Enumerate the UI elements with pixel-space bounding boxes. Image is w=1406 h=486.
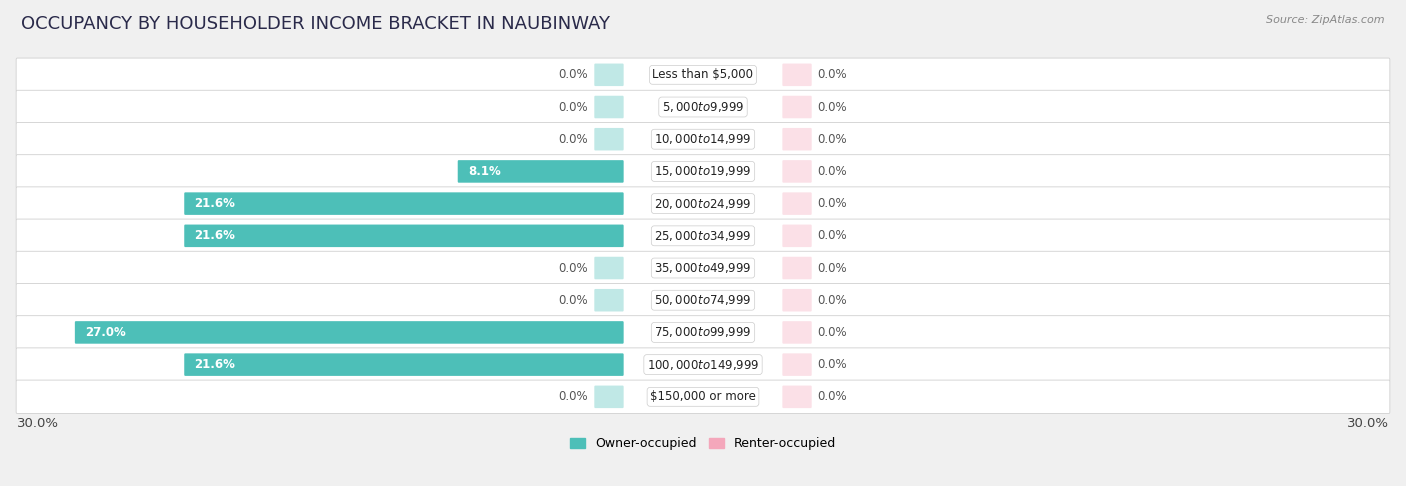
Text: $75,000 to $99,999: $75,000 to $99,999 [654,326,752,339]
Text: 0.0%: 0.0% [818,197,848,210]
FancyBboxPatch shape [595,128,624,151]
Text: 0.0%: 0.0% [818,101,848,114]
Text: $10,000 to $14,999: $10,000 to $14,999 [654,132,752,146]
FancyBboxPatch shape [782,64,811,86]
Text: 0.0%: 0.0% [818,261,848,275]
Text: 21.6%: 21.6% [194,229,235,243]
Text: 0.0%: 0.0% [818,69,848,81]
Text: OCCUPANCY BY HOUSEHOLDER INCOME BRACKET IN NAUBINWAY: OCCUPANCY BY HOUSEHOLDER INCOME BRACKET … [21,15,610,33]
FancyBboxPatch shape [15,122,1391,156]
FancyBboxPatch shape [15,219,1391,253]
FancyBboxPatch shape [595,257,624,279]
FancyBboxPatch shape [184,225,624,247]
FancyBboxPatch shape [15,283,1391,317]
FancyBboxPatch shape [15,380,1391,414]
FancyBboxPatch shape [782,96,811,118]
Text: $15,000 to $19,999: $15,000 to $19,999 [654,164,752,178]
Text: $150,000 or more: $150,000 or more [650,390,756,403]
FancyBboxPatch shape [782,289,811,312]
FancyBboxPatch shape [595,289,624,312]
Text: Less than $5,000: Less than $5,000 [652,69,754,81]
Text: $25,000 to $34,999: $25,000 to $34,999 [654,229,752,243]
FancyBboxPatch shape [15,90,1391,124]
FancyBboxPatch shape [782,353,811,376]
Text: 21.6%: 21.6% [194,358,235,371]
Text: $35,000 to $49,999: $35,000 to $49,999 [654,261,752,275]
Text: 30.0%: 30.0% [1347,417,1389,430]
Text: 8.1%: 8.1% [468,165,501,178]
FancyBboxPatch shape [782,225,811,247]
Text: $5,000 to $9,999: $5,000 to $9,999 [662,100,744,114]
FancyBboxPatch shape [15,187,1391,220]
Text: 0.0%: 0.0% [818,326,848,339]
Text: 30.0%: 30.0% [17,417,59,430]
FancyBboxPatch shape [15,251,1391,285]
Text: $50,000 to $74,999: $50,000 to $74,999 [654,293,752,307]
Text: 0.0%: 0.0% [558,390,588,403]
FancyBboxPatch shape [595,64,624,86]
Text: 0.0%: 0.0% [558,133,588,146]
Text: 0.0%: 0.0% [818,133,848,146]
Text: $20,000 to $24,999: $20,000 to $24,999 [654,197,752,210]
FancyBboxPatch shape [595,96,624,118]
Text: $100,000 to $149,999: $100,000 to $149,999 [647,358,759,372]
FancyBboxPatch shape [782,128,811,151]
Text: 0.0%: 0.0% [558,69,588,81]
FancyBboxPatch shape [184,353,624,376]
Text: 0.0%: 0.0% [558,101,588,114]
FancyBboxPatch shape [782,257,811,279]
FancyBboxPatch shape [782,192,811,215]
FancyBboxPatch shape [15,58,1391,91]
Text: 0.0%: 0.0% [558,294,588,307]
Text: 21.6%: 21.6% [194,197,235,210]
FancyBboxPatch shape [782,385,811,408]
FancyBboxPatch shape [15,316,1391,349]
Text: Source: ZipAtlas.com: Source: ZipAtlas.com [1267,15,1385,25]
Legend: Owner-occupied, Renter-occupied: Owner-occupied, Renter-occupied [565,432,841,455]
FancyBboxPatch shape [15,155,1391,188]
FancyBboxPatch shape [458,160,624,183]
Text: 0.0%: 0.0% [818,294,848,307]
FancyBboxPatch shape [184,192,624,215]
Text: 0.0%: 0.0% [818,229,848,243]
Text: 0.0%: 0.0% [818,165,848,178]
FancyBboxPatch shape [782,160,811,183]
Text: 0.0%: 0.0% [818,358,848,371]
FancyBboxPatch shape [782,321,811,344]
Text: 0.0%: 0.0% [818,390,848,403]
Text: 27.0%: 27.0% [84,326,125,339]
FancyBboxPatch shape [15,348,1391,382]
Text: 0.0%: 0.0% [558,261,588,275]
FancyBboxPatch shape [595,385,624,408]
FancyBboxPatch shape [75,321,624,344]
